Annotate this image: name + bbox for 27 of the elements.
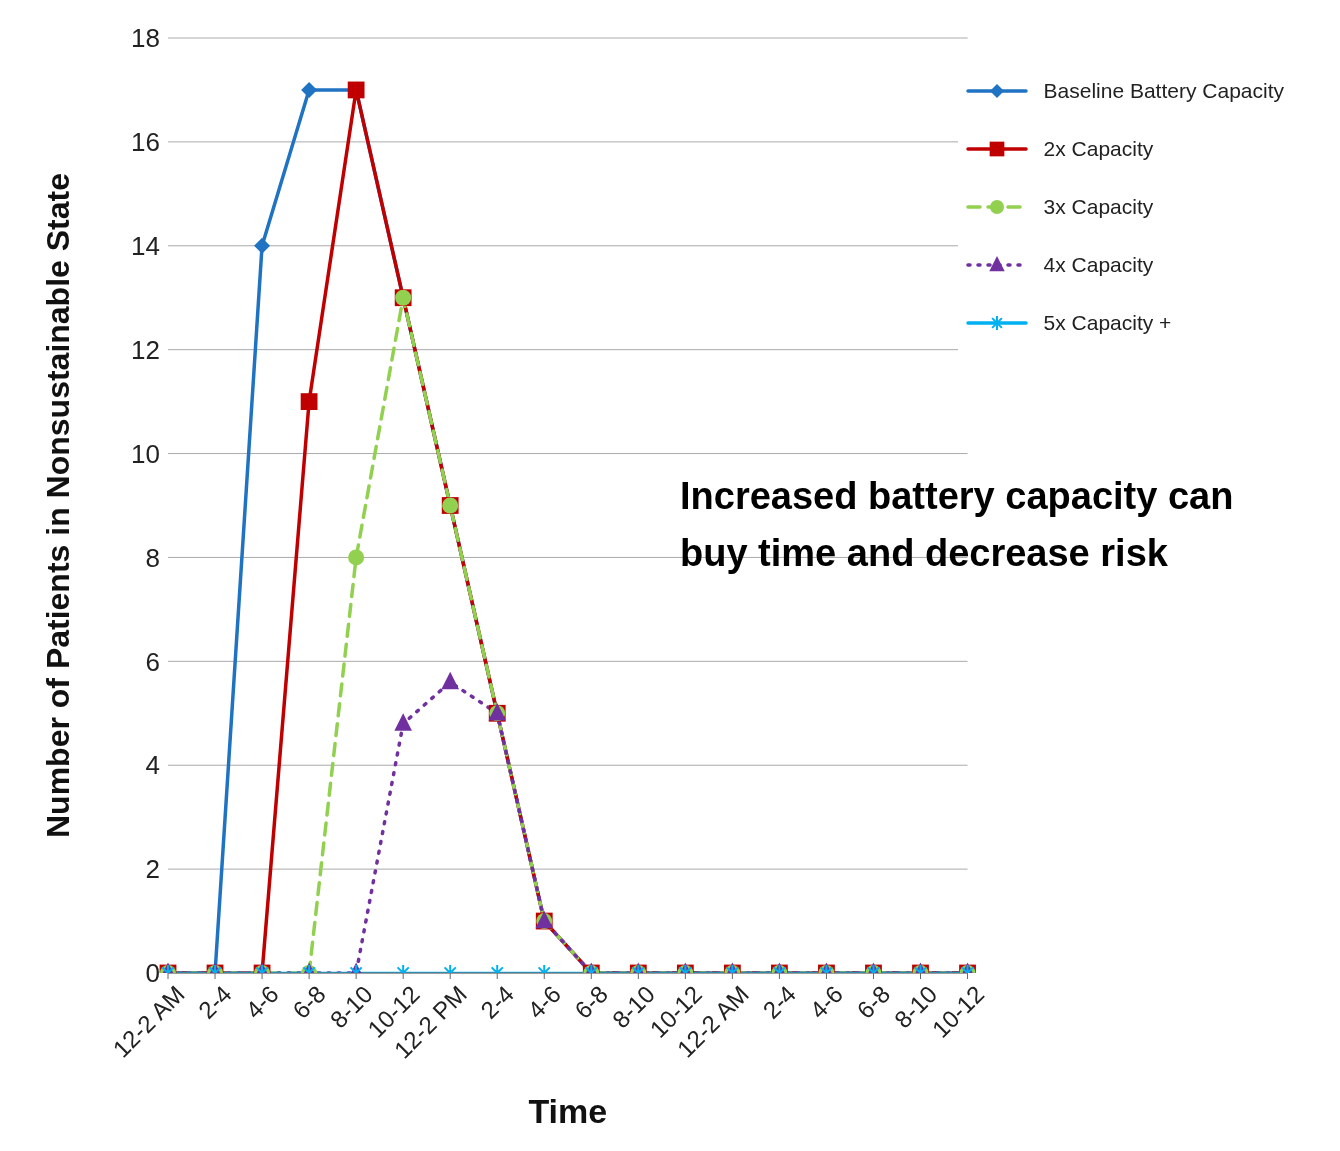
- y-tick-label: 18: [131, 23, 160, 54]
- legend-label: 5x Capacity +: [1043, 311, 1172, 335]
- x-tick-label: 2-4: [475, 980, 519, 1024]
- y-tick-label: 10: [131, 438, 160, 469]
- x-tick-label: 6-8: [851, 980, 896, 1024]
- y-tick-label: 2: [145, 854, 160, 885]
- legend-label: 4x Capacity: [1043, 253, 1154, 277]
- y-tick-label: 0: [145, 958, 160, 989]
- legend-label: 2x Capacity: [1043, 137, 1154, 161]
- y-axis-title: Number of Patients in Nonsustainable State: [40, 173, 77, 838]
- annotation: Increased battery capacity can buy time and decrease risk: [680, 474, 1235, 576]
- x-tick-label: 4-6: [804, 980, 849, 1024]
- y-tick-label: 16: [131, 127, 160, 158]
- x-tick-label: 2-4: [193, 980, 237, 1024]
- y-tick-label: 4: [145, 750, 160, 781]
- x-tick-label: 4-6: [240, 980, 284, 1024]
- x-tick-label: 6-8: [287, 980, 331, 1024]
- y-tick-label: 12: [131, 334, 160, 365]
- x-tick-label: 2-4: [757, 980, 802, 1024]
- y-tick-label: 14: [131, 231, 160, 262]
- legend-label: 3x Capacity: [1043, 195, 1154, 219]
- y-tick-label: 8: [145, 542, 160, 573]
- x-tick-label: 6-8: [569, 980, 613, 1024]
- legend-label: Baseline Battery Capacity: [1043, 79, 1284, 103]
- x-axis-title: Time: [528, 1092, 608, 1130]
- x-tick-label: 4-6: [522, 980, 566, 1024]
- y-tick-label: 6: [145, 646, 160, 677]
